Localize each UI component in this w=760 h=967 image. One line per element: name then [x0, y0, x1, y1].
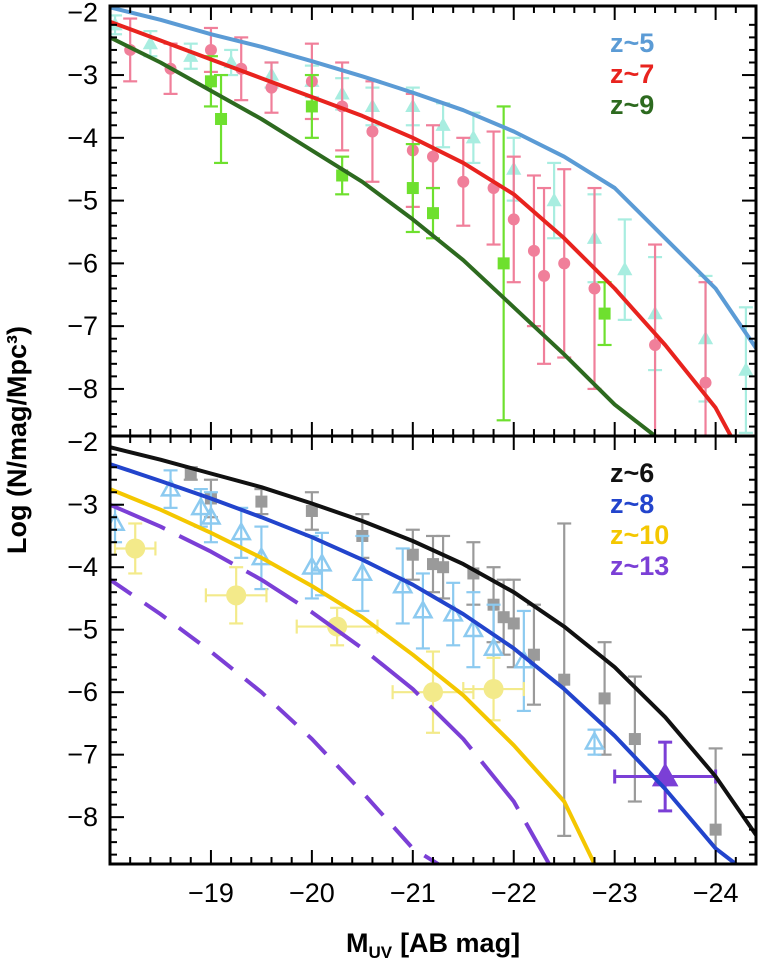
data-point	[558, 673, 571, 686]
data-point	[311, 552, 333, 572]
x-tick-label: −19	[188, 878, 234, 908]
y-tick-label: −3	[67, 490, 98, 520]
data-point	[200, 505, 222, 525]
data-point	[351, 561, 374, 582]
data-point	[709, 823, 722, 836]
y-tick-label: −6	[67, 248, 98, 278]
y-tick-label: −6	[67, 677, 98, 707]
data-point	[628, 733, 641, 746]
data-point	[546, 192, 562, 207]
data-point	[507, 617, 520, 630]
x-tick-label: −23	[592, 878, 638, 908]
y-tick-label: −4	[67, 552, 98, 582]
data-point	[617, 261, 633, 276]
data-point	[427, 558, 439, 571]
model-curve-z-9-model	[110, 35, 657, 436]
data-point	[588, 282, 601, 295]
data-point	[406, 548, 419, 561]
data-point	[738, 362, 754, 376]
y-tick-label: −4	[67, 123, 98, 153]
data-point	[423, 682, 443, 703]
series-z-5-data	[110, 14, 754, 434]
plot-area	[110, 445, 756, 864]
model-curve-z-13-model	[110, 502, 551, 864]
data-point	[497, 611, 510, 624]
model-curve-z-6-model	[110, 445, 756, 839]
data-point	[598, 692, 611, 705]
data-point	[583, 730, 606, 750]
data-point	[204, 43, 217, 56]
data-point	[497, 257, 510, 270]
data-point	[305, 504, 318, 517]
y-tick-label: −8	[67, 374, 98, 404]
data-point	[457, 175, 470, 188]
data-point	[230, 521, 252, 541]
legend-entry: z~7	[610, 59, 654, 89]
data-point	[527, 244, 540, 257]
y-axis-label: Log (N/mag/Mpc³)	[2, 326, 32, 554]
plot-area	[110, 6, 756, 436]
y-tick-label: −2	[67, 427, 98, 457]
data-point	[226, 585, 247, 606]
data-point	[215, 112, 228, 125]
data-point	[462, 618, 485, 638]
data-point	[651, 762, 679, 787]
y-tick-label: −5	[67, 186, 98, 216]
legend-entry: z~6	[610, 458, 654, 488]
data-point	[427, 207, 439, 220]
data-point	[366, 125, 379, 138]
data-point	[483, 679, 504, 700]
data-point	[527, 648, 540, 661]
data-point	[125, 538, 146, 559]
x-tick-label: −21	[390, 878, 436, 908]
series-z-7-data	[123, 17, 713, 436]
y-tick-label: −2	[67, 0, 98, 27]
data-point	[435, 117, 451, 131]
x-tick-label: −22	[491, 878, 537, 908]
data-point	[190, 496, 212, 516]
series-z-10-data	[113, 522, 525, 734]
legend-entry: z~10	[610, 520, 669, 550]
model-curve-z-5-model	[110, 6, 756, 350]
data-point	[142, 35, 158, 50]
legend-entry: z~8	[610, 489, 654, 519]
x-tick-label: −20	[289, 878, 335, 908]
data-point	[204, 75, 217, 88]
y-tick-label: −8	[67, 802, 98, 832]
legend-entry: z~5	[610, 28, 654, 58]
data-point	[538, 269, 551, 282]
bottom-panel: −2−3−4−5−6−7−8−19 −20 −21 −22 −23 −24z~6z~8z~…	[67, 427, 758, 908]
data-point	[255, 495, 268, 508]
y-tick-label: −7	[67, 740, 98, 770]
data-point	[305, 100, 318, 113]
data-point	[437, 561, 450, 574]
top-panel: −2 −3 −4 −5 −6 −7 −8 z~5z~7z~9	[67, 0, 758, 438]
model-curve-z-10-model	[110, 487, 597, 864]
model-curve-z-13-model-lower-	[110, 578, 440, 864]
data-point	[649, 338, 662, 351]
x-tick-label: −24	[693, 878, 739, 908]
ticks	[109, 436, 757, 864]
model-curve-z-8-model	[110, 462, 738, 864]
y-tick-label: −5	[67, 615, 98, 645]
data-point	[558, 257, 571, 270]
data-point	[699, 376, 712, 389]
legend-entry: z~13	[610, 551, 669, 581]
data-point	[406, 182, 419, 195]
legend-entry: z~9	[610, 90, 654, 120]
data-point	[465, 129, 481, 144]
data-point	[183, 48, 199, 62]
data-point	[392, 574, 414, 594]
data-point	[507, 213, 520, 226]
data-point	[598, 307, 611, 320]
data-point	[427, 150, 439, 163]
data-point	[412, 599, 434, 619]
data-point	[482, 636, 505, 656]
y-tick-label: −3	[67, 60, 98, 90]
model-curve-z-7-model	[110, 19, 733, 436]
y-tick-label: −7	[67, 311, 98, 341]
x-axis-label: MUV [AB mag]	[346, 928, 520, 962]
